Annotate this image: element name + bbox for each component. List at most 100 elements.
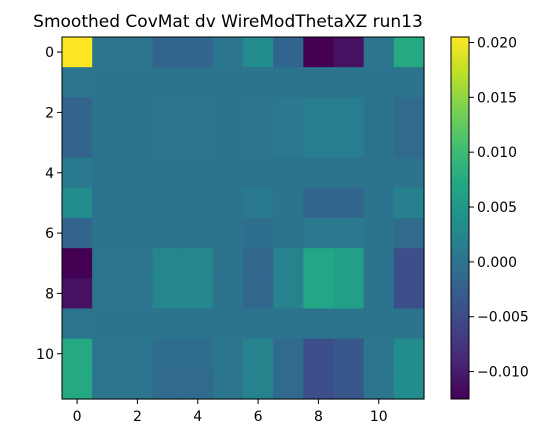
heatmap-cell-9-0: [62, 308, 93, 340]
x-tick-label: 6: [254, 409, 263, 425]
heatmap-cell-3-2: [122, 127, 154, 159]
heatmap-cell-1-7: [273, 67, 304, 98]
heatmap-cells: [62, 37, 425, 400]
heatmap-cell-6-4: [182, 218, 214, 249]
heatmap-cell-4-5: [212, 157, 244, 189]
heatmap-cell-11-11: [393, 368, 425, 400]
y-tick-label: 4: [45, 166, 54, 182]
heatmap-cell-4-1: [92, 157, 123, 189]
heatmap-cell-4-4: [182, 157, 214, 189]
heatmap-cell-11-10: [363, 368, 395, 400]
heatmap-cell-3-4: [182, 127, 214, 159]
heatmap-cell-10-3: [152, 338, 184, 370]
heatmap-cell-1-5: [212, 67, 244, 98]
heatmap-cell-10-1: [92, 338, 123, 370]
heatmap-cell-1-11: [393, 67, 425, 98]
heatmap-cell-5-2: [122, 187, 154, 219]
plot-frame: [61, 36, 425, 400]
y-tick-label: 8: [45, 286, 54, 302]
heatmap-cell-8-9: [333, 278, 365, 310]
heatmap-cell-10-7: [273, 338, 304, 370]
heatmap-cell-8-3: [152, 278, 184, 310]
heatmap-cell-10-10: [363, 338, 395, 370]
heatmap-cell-0-6: [243, 37, 274, 68]
heatmap-cell-7-11: [393, 248, 425, 279]
colorbar-tick-label: 0.010: [477, 145, 517, 161]
heatmap-cell-2-9: [333, 97, 365, 129]
x-tick-label: 4: [193, 409, 202, 425]
heatmap-cell-9-2: [122, 308, 154, 340]
heatmap-cell-11-7: [273, 368, 304, 400]
heatmap-cell-9-8: [303, 308, 335, 340]
colorbar-tick-label: 0.020: [477, 35, 517, 51]
heatmap-cell-10-6: [243, 338, 274, 370]
x-axis: 0 2 4 6 8 10: [73, 399, 388, 425]
x-tick-label: 2: [133, 409, 142, 425]
heatmap-cell-4-2: [122, 157, 154, 189]
heatmap-cell-8-7: [273, 278, 304, 310]
heatmap-cell-3-3: [152, 127, 184, 159]
heatmap-cell-9-4: [182, 308, 214, 340]
heatmap-cell-9-7: [273, 308, 304, 340]
heatmap-cell-0-9: [333, 37, 365, 68]
heatmap-cell-11-8: [303, 368, 335, 400]
heatmap-cell-4-6: [243, 157, 274, 189]
colorbar-tick-label: −0.010: [477, 365, 529, 381]
heatmap-cell-1-2: [122, 67, 154, 98]
heatmap-cell-10-8: [303, 338, 335, 370]
heatmap-cell-0-3: [152, 37, 184, 68]
colorbar-tick-label: −0.005: [477, 310, 529, 326]
heatmap-cell-0-5: [212, 37, 244, 68]
heatmap-cell-6-9: [333, 218, 365, 249]
heatmap-cell-7-5: [212, 248, 244, 279]
heatmap-cell-8-8: [303, 278, 335, 310]
heatmap-cell-4-10: [363, 157, 395, 189]
heatmap-cell-10-2: [122, 338, 154, 370]
heatmap-cell-11-3: [152, 368, 184, 400]
colorbar: [450, 36, 470, 400]
heatmap-cell-7-0: [62, 248, 93, 279]
heatmap-cell-9-5: [212, 308, 244, 340]
heatmap-cell-1-3: [152, 67, 184, 98]
x-tick-label: 8: [314, 409, 323, 425]
heatmap-cell-0-10: [363, 37, 395, 68]
colorbar-tick-label: 0.000: [477, 255, 517, 271]
heatmap-cell-2-1: [92, 97, 123, 129]
heatmap-cell-2-8: [303, 97, 335, 129]
heatmap-cell-11-0: [62, 368, 93, 400]
heatmap-cell-5-9: [333, 187, 365, 219]
heatmap-cell-4-7: [273, 157, 304, 189]
heatmap-cell-9-3: [152, 308, 184, 340]
heatmap-cell-7-6: [243, 248, 274, 279]
heatmap-cell-0-0: [62, 37, 93, 68]
heatmap-cell-5-4: [182, 187, 214, 219]
heatmap-cell-6-1: [92, 218, 123, 249]
heatmap-cell-4-11: [393, 157, 425, 189]
heatmap-cell-5-3: [152, 187, 184, 219]
heatmap-cell-8-4: [182, 278, 214, 310]
y-tick-label: 6: [45, 226, 54, 242]
heatmap-cell-10-11: [393, 338, 425, 370]
heatmap-cell-7-2: [122, 248, 154, 279]
heatmap-cell-9-10: [363, 308, 395, 340]
colorbar-axis: 0.020 0.015 0.010 0.005 0.000 −0.005 −0.010: [469, 35, 529, 381]
heatmap-cell-6-0: [62, 218, 93, 249]
heatmap-cell-6-3: [152, 218, 184, 249]
heatmap-cell-4-9: [333, 157, 365, 189]
heatmap-cell-5-7: [273, 187, 304, 219]
heatmap-cell-7-8: [303, 248, 335, 279]
heatmap-cell-5-8: [303, 187, 335, 219]
y-axis: 0 2 4 6 8 10: [36, 45, 62, 363]
heatmap-cell-3-10: [363, 127, 395, 159]
heatmap-cell-4-8: [303, 157, 335, 189]
heatmap-cell-3-5: [212, 127, 244, 159]
heatmap-cell-10-0: [62, 338, 93, 370]
heatmap-cell-6-2: [122, 218, 154, 249]
heatmap-cell-2-3: [152, 97, 184, 129]
heatmap-cell-3-9: [333, 127, 365, 159]
heatmap-cell-1-8: [303, 67, 335, 98]
heatmap-cell-9-1: [92, 308, 123, 340]
heatmap-cell-9-9: [333, 308, 365, 340]
heatmap-cell-7-3: [152, 248, 184, 279]
